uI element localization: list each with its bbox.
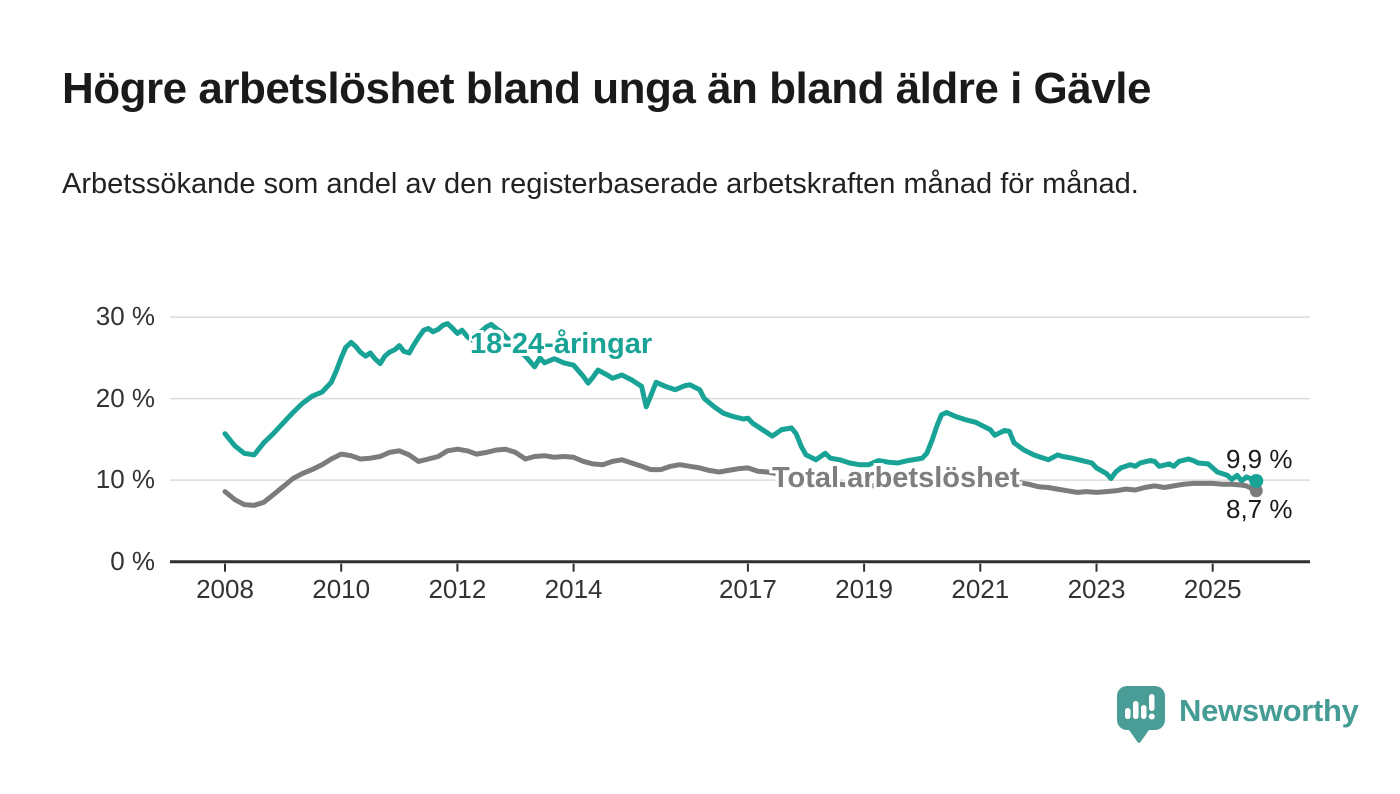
end-value-label-total: 8,7 % [1226, 494, 1293, 524]
newsworthy-logo: Newsworthy [1117, 686, 1359, 744]
x-axis-label-2008: 2008 [196, 573, 254, 604]
x-axis-label-2019: 2019 [835, 573, 894, 604]
series-label-youth: 18-24-åringar [470, 328, 653, 360]
endpoint-dot-youth [1249, 473, 1264, 488]
newsworthy-bubble-chart-icon [1117, 686, 1165, 743]
end-value-label-youth: 9,9 % [1226, 444, 1293, 474]
page-title: Högre arbetslöshet bland unga än bland ä… [62, 64, 1151, 113]
x-axis-label-2023: 2023 [1067, 573, 1126, 604]
y-axis-label-30: 30 % [95, 301, 155, 332]
series-line-youth [222, 321, 1259, 484]
x-axis-label-2014: 2014 [544, 573, 603, 604]
series-label-total: Total arbetslöshet [772, 462, 1020, 494]
series-line-total [222, 446, 1259, 508]
x-axis-label-2021: 2021 [951, 573, 1010, 604]
newsworthy-wordmark: Newsworthy [1179, 693, 1359, 728]
page-subtitle: Arbetssökande som andel av den registerb… [62, 168, 1139, 200]
y-axis-label-10: 10 % [95, 464, 155, 495]
y-axis-label-0: 0 % [110, 545, 155, 576]
y-axis-label-20: 20 % [95, 382, 155, 413]
x-axis-label-2017: 2017 [718, 573, 777, 604]
endpoint-dot-total [1249, 484, 1263, 498]
x-axis-label-2010: 2010 [312, 573, 371, 604]
x-axis-label-2025: 2025 [1183, 573, 1242, 604]
x-axis-label-2012: 2012 [428, 573, 487, 604]
